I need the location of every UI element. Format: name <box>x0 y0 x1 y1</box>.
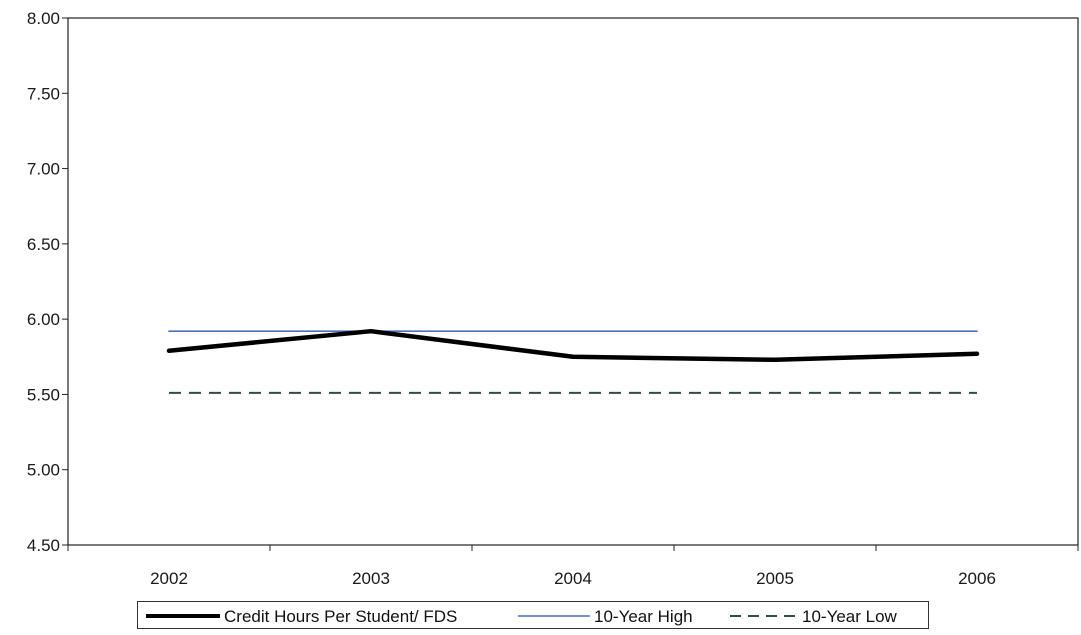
plot-frame <box>68 18 1078 545</box>
y-tick-label: 6.00 <box>27 310 60 329</box>
y-tick-label: 7.00 <box>27 160 60 179</box>
x-tick-label: 2006 <box>958 569 996 588</box>
y-tick-label: 7.50 <box>27 84 60 103</box>
y-tick-label: 4.50 <box>27 536 60 555</box>
x-tick-label: 2005 <box>756 569 794 588</box>
y-tick-label: 8.00 <box>27 9 60 28</box>
legend-label-credit-hours: Credit Hours Per Student/ FDS <box>224 607 457 626</box>
y-axis: 4.50 5.00 5.50 6.00 6.50 7.00 7.50 8.00 <box>27 9 68 555</box>
y-tick-label: 5.50 <box>27 385 60 404</box>
y-tick-label: 6.50 <box>27 235 60 254</box>
x-tick-label: 2002 <box>150 569 188 588</box>
legend-label-10-year-high: 10-Year High <box>594 607 693 626</box>
x-tick-label: 2003 <box>352 569 390 588</box>
plot-area <box>68 18 1078 545</box>
legend-svg: Credit Hours Per Student/ FDS 10-Year Hi… <box>138 602 930 630</box>
y-tick-label: 5.00 <box>27 461 60 480</box>
legend: Credit Hours Per Student/ FDS 10-Year Hi… <box>137 601 929 629</box>
x-tick-label: 2004 <box>554 569 592 588</box>
legend-label-10-year-low: 10-Year Low <box>802 607 898 626</box>
x-axis: 2002 2003 2004 2005 2006 <box>68 545 1078 588</box>
